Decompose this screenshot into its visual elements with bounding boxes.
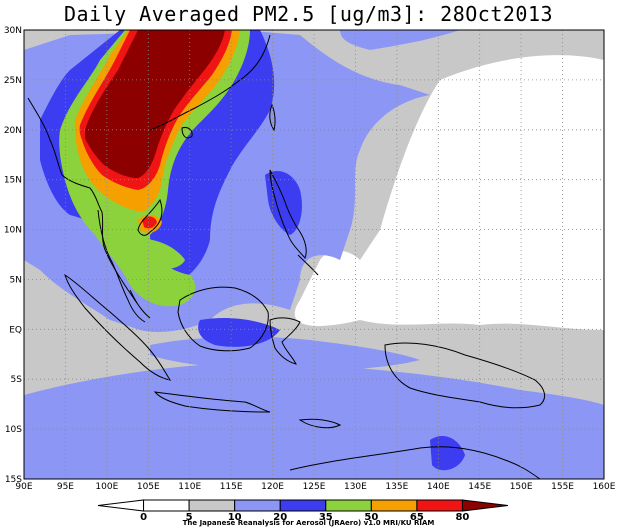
map-title: Daily Averaged PM2.5 [ug/m3]: 28Oct2013 xyxy=(63,2,554,26)
lat-tick-label: 5S xyxy=(11,375,23,385)
colorbar-label: 80 xyxy=(455,512,469,523)
colorbar-label: 20 xyxy=(273,512,287,523)
lon-tick-label: 125E xyxy=(303,482,326,492)
lon-tick-label: 155E xyxy=(551,482,574,492)
colorbar-segment xyxy=(97,499,145,512)
lat-tick-label: 10S xyxy=(5,425,22,435)
colorbar: 0 5 10 20 35 50 65 80 xyxy=(97,499,509,523)
lon-tick-label: 115E xyxy=(220,482,243,492)
coast-malay-peninsula xyxy=(97,209,146,323)
field-red-hotspot xyxy=(142,216,157,229)
plot-frame xyxy=(23,29,605,480)
lon-tick-label: 135E xyxy=(385,482,408,492)
lon-tick-label: 120E xyxy=(261,482,284,492)
lat-tick-label: 15N xyxy=(4,176,22,186)
colorbar-label: 5 xyxy=(186,512,193,523)
lat-tick-label: EQ xyxy=(9,325,22,335)
lat-tick-label: 15S xyxy=(5,475,22,485)
lat-tick-label: 5N xyxy=(10,275,22,285)
footer-credit: The Japanese Reanalysis for Aerosol (JRA… xyxy=(182,519,435,527)
field-grey-sea-northeast xyxy=(290,30,470,71)
coast-timor xyxy=(298,418,342,429)
field-green-borneo-west xyxy=(130,238,185,270)
coast-china-south xyxy=(149,34,271,131)
colorbar-segment xyxy=(416,499,463,512)
coast-australia xyxy=(289,446,541,479)
lat-tick-label: 20N xyxy=(4,126,22,136)
colorbar-segment xyxy=(370,499,418,512)
colorbar-segment xyxy=(188,499,236,512)
field-blue-new-guinea xyxy=(430,435,465,471)
colorbar-label: 35 xyxy=(319,512,333,523)
coast-java xyxy=(153,391,271,413)
lon-tick-label: 145E xyxy=(468,482,491,492)
lat-tick-label: 10N xyxy=(4,226,22,236)
lat-tick-label: 25N xyxy=(4,76,22,86)
lon-tick-label: 100E xyxy=(95,482,118,492)
lon-tick-label: 105E xyxy=(137,482,160,492)
colorbar-segment xyxy=(325,499,372,512)
colorbar-label: 50 xyxy=(364,512,378,523)
lon-tick-label: 90E xyxy=(15,482,32,492)
field-lightblue-pacific xyxy=(340,30,460,50)
coast-indochina xyxy=(27,97,163,319)
lon-tick-label: 160E xyxy=(593,482,616,492)
coastlines xyxy=(27,34,546,479)
coast-new-guinea xyxy=(384,342,546,409)
coast-sulawesi xyxy=(269,317,301,365)
gridlines xyxy=(24,30,604,479)
coast-taiwan xyxy=(269,103,276,132)
lon-tick-label: 130E xyxy=(344,482,367,492)
lon-tick-label: 150E xyxy=(510,482,533,492)
colorbar-segment xyxy=(279,499,327,512)
colorbar-segment xyxy=(461,499,509,512)
lon-tick-label: 95E xyxy=(57,482,74,492)
colorbar-segment xyxy=(143,499,190,512)
colorbar-label: 10 xyxy=(228,512,242,523)
coast-borneo xyxy=(177,286,269,352)
coast-hainan xyxy=(181,127,193,139)
coast-sumatra xyxy=(64,273,172,381)
colorbar-segment xyxy=(234,499,281,512)
lon-tick-label: 110E xyxy=(178,482,201,492)
lon-tick-label: 140E xyxy=(427,482,450,492)
colorbar-label: 65 xyxy=(410,512,424,523)
lat-tick-label: 30N xyxy=(4,26,22,36)
axis-labels: 90E 95E 100E 105E 110E 115E 120E 125E 130E 135E 14… xyxy=(4,26,616,492)
colorbar-label: 0 xyxy=(140,512,147,523)
coast-philippines xyxy=(269,169,319,276)
